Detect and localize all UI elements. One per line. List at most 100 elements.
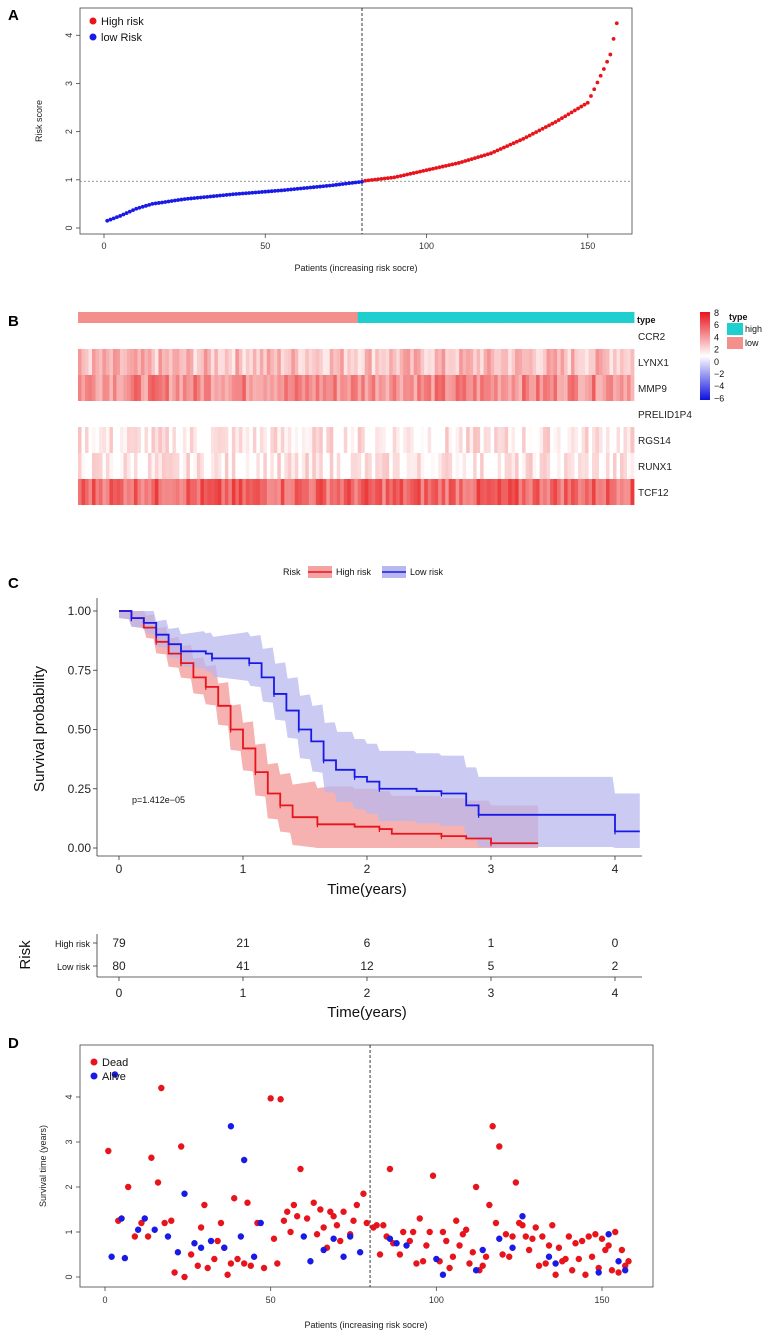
- heatmap-cell: [399, 349, 404, 375]
- heatmap-cell: [413, 479, 418, 505]
- heatmap-cell: [375, 323, 380, 349]
- heatmap-cell: [567, 427, 572, 453]
- annotation-cell: [263, 312, 268, 323]
- heatmap-cell: [144, 349, 149, 375]
- high-risk-point: [463, 159, 468, 163]
- heatmap-cell: [242, 323, 247, 349]
- heatmap-cell: [581, 479, 586, 505]
- heatmap-cell: [126, 401, 131, 427]
- heatmap-cell: [161, 479, 166, 505]
- risk-table-tick-label: 1: [240, 986, 247, 1000]
- heatmap-cell: [438, 401, 443, 427]
- annotation-cell: [385, 312, 390, 323]
- high-risk-point: [540, 126, 545, 131]
- annotation-cell: [399, 312, 404, 323]
- heatmap-cell: [375, 401, 380, 427]
- km-legend-title: Risk: [283, 567, 301, 577]
- heatmap-cell: [235, 479, 240, 505]
- heatmap-cell: [497, 453, 502, 479]
- annotation-cell: [532, 312, 537, 323]
- heatmap-cell: [221, 479, 226, 505]
- heatmap-cell: [214, 401, 219, 427]
- heatmap-cell: [494, 427, 499, 453]
- heatmap-cell: [389, 479, 394, 505]
- dead-point: [572, 1240, 579, 1247]
- high-risk-point: [373, 177, 377, 182]
- km-x-tick-label: 4: [612, 862, 619, 876]
- heatmap-cell: [203, 453, 208, 479]
- heatmap-cell: [511, 323, 516, 349]
- heatmap-cell: [417, 401, 422, 427]
- heatmap-cell: [137, 375, 142, 401]
- heatmap-cell: [501, 427, 506, 453]
- heatmap-cell: [298, 323, 303, 349]
- heatmap-cell: [259, 479, 264, 505]
- heatmap-cell: [550, 349, 554, 375]
- heatmap-cell: [224, 401, 229, 427]
- heatmap-cell: [385, 349, 390, 375]
- heatmap-cell: [98, 427, 103, 453]
- heatmap-cell: [529, 349, 533, 375]
- heatmap-cell: [592, 375, 596, 401]
- annotation-cell: [126, 312, 131, 323]
- heatmap-cell: [483, 479, 488, 505]
- low-risk-point: [347, 181, 351, 186]
- heatmap-cell: [228, 427, 233, 453]
- heatmap-cell: [168, 349, 173, 375]
- heatmap-cell: [581, 453, 586, 479]
- heatmap-cell: [476, 401, 481, 427]
- heatmap-cell: [287, 323, 292, 349]
- high-risk-point: [405, 172, 410, 177]
- dead-point: [400, 1228, 407, 1236]
- heatmap-cell: [221, 427, 226, 453]
- heatmap-cell: [210, 427, 215, 453]
- dead-point: [453, 1217, 460, 1224]
- heatmap-cell: [578, 349, 582, 375]
- alive-point: [121, 1254, 129, 1262]
- heatmap-cell: [490, 349, 495, 375]
- heatmap-cell: [319, 453, 324, 479]
- heatmap-cell: [588, 401, 593, 427]
- low-risk-point: [218, 193, 223, 198]
- heatmap-cell: [336, 401, 341, 427]
- heatmap-cell: [245, 427, 250, 453]
- heatmap-cell: [312, 453, 317, 479]
- high-risk-point: [424, 168, 429, 173]
- heatmap-cell: [228, 479, 233, 505]
- heatmap-cell: [347, 427, 352, 453]
- heatmap-cell: [256, 427, 261, 453]
- low-risk-point: [185, 196, 190, 201]
- heatmap-cell: [375, 375, 380, 401]
- heatmap-cell: [389, 401, 394, 427]
- heatmap-cell: [224, 453, 229, 479]
- annotation-cell: [497, 312, 502, 323]
- high-risk-point: [408, 171, 413, 176]
- alive-point: [519, 1213, 526, 1220]
- heatmap-cell: [242, 453, 247, 479]
- heatmap-cell: [123, 453, 128, 479]
- km-x-tick-label: 0: [116, 862, 123, 876]
- annotation-cell: [375, 312, 380, 323]
- alive-point: [141, 1215, 148, 1222]
- dead-point: [512, 1179, 520, 1186]
- heatmap-cell: [550, 323, 554, 349]
- heatmap-cell: [154, 479, 159, 505]
- heatmap-cell: [448, 375, 453, 401]
- heatmap-cell: [280, 427, 285, 453]
- heatmap-cell: [210, 453, 215, 479]
- heatmap-cell: [179, 323, 184, 349]
- heatmap-cell: [109, 401, 114, 427]
- heatmap-cell: [217, 349, 222, 375]
- heatmap-cell: [459, 323, 464, 349]
- dead-point: [267, 1095, 274, 1102]
- dead-point: [506, 1253, 513, 1260]
- heatmap-cell: [165, 401, 170, 427]
- alive-point: [250, 1253, 258, 1260]
- heatmap-cell: [546, 453, 551, 479]
- heatmap-cell: [364, 349, 369, 375]
- heatmap-cell: [95, 323, 100, 349]
- heatmap-cell: [238, 401, 243, 427]
- heatmap-cell: [417, 349, 422, 375]
- heatmap-cell: [354, 349, 359, 375]
- low-risk-point: [327, 183, 332, 188]
